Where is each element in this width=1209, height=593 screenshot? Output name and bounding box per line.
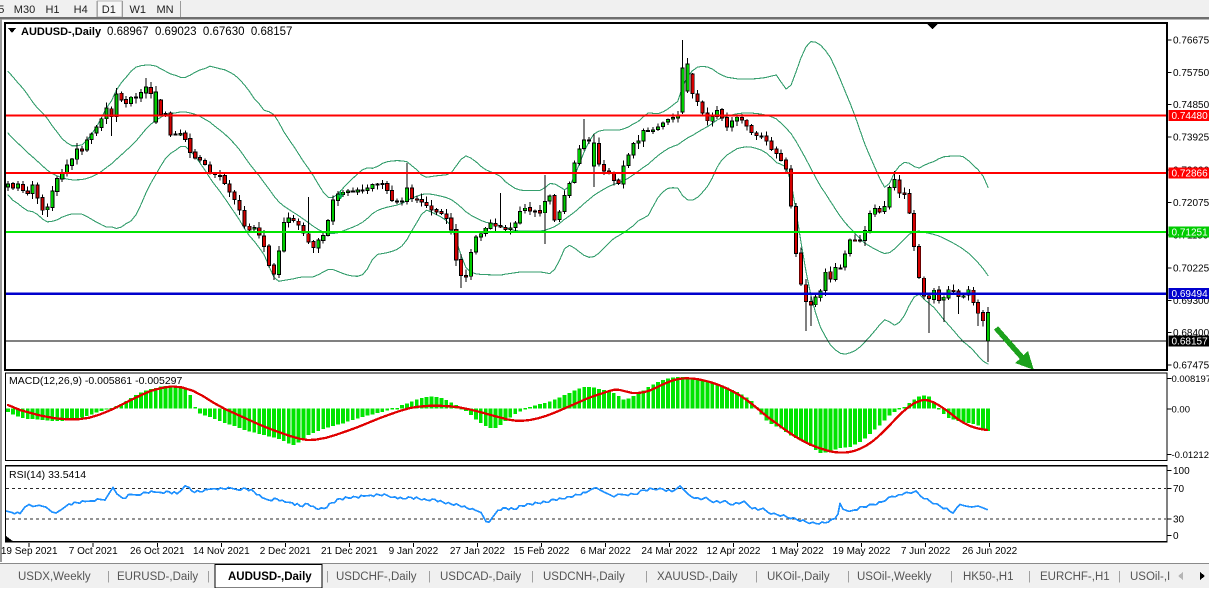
svg-text:D1: D1 [102,4,116,16]
svg-text:100: 100 [1173,466,1190,477]
svg-text:W1: W1 [129,4,146,16]
svg-text:AUDUSD-,Daily: AUDUSD-,Daily [21,26,102,38]
svg-text:0.68157: 0.68157 [1172,337,1209,348]
svg-text:12 Apr 2022: 12 Apr 2022 [707,546,761,557]
svg-text:USDCNH-,Daily: USDCNH-,Daily [543,571,625,583]
svg-text:0.72075: 0.72075 [1173,198,1209,209]
svg-text:0.72866: 0.72866 [1172,169,1209,180]
svg-text:|: | [847,571,850,583]
svg-text:AUDUSD-,Daily: AUDUSD-,Daily [228,571,312,583]
svg-text:9 Jan 2022: 9 Jan 2022 [389,546,439,557]
svg-text:0.76675: 0.76675 [1173,36,1209,47]
svg-text:7 Jun 2022: 7 Jun 2022 [901,546,951,557]
svg-text:|: | [326,571,329,583]
svg-text:USOil-,І: USOil-,І [1130,571,1170,583]
svg-text:|: | [645,571,648,583]
svg-text:0.68967 0.69023 0.67630 0.6: 0.68967 0.69023 0.67630 0.68157 [107,26,292,38]
svg-text:USDCAD-,Daily: USDCAD-,Daily [440,571,521,583]
svg-text:EURCHF-,H1: EURCHF-,H1 [1040,571,1110,583]
svg-text:30: 30 [1173,515,1185,526]
svg-text:0.71251: 0.71251 [1172,228,1209,239]
svg-text:RSI(14) 33.5414: RSI(14) 33.5414 [9,469,86,481]
svg-text:HK50-,H1: HK50-,H1 [963,571,1014,583]
svg-text:UKOil-,Daily: UKOil-,Daily [767,571,830,583]
svg-text:|: | [1118,571,1121,583]
svg-text:26 Oct 2021: 26 Oct 2021 [130,546,185,557]
svg-text:2 Dec 2021: 2 Dec 2021 [260,546,312,557]
svg-text:26 Jun 2022: 26 Jun 2022 [962,546,1017,557]
svg-text:15 Feb 2022: 15 Feb 2022 [513,546,570,557]
svg-text:6 Mar 2022: 6 Mar 2022 [580,546,631,557]
svg-text:7 Oct 2021: 7 Oct 2021 [69,546,118,557]
svg-text:24 Mar 2022: 24 Mar 2022 [641,546,698,557]
svg-text:H4: H4 [74,4,88,16]
svg-text:M15: M15 [0,4,4,16]
svg-text:|: | [107,571,110,583]
svg-text:0.00: 0.00 [1172,405,1191,416]
svg-text:MN: MN [156,4,173,16]
svg-text:0: 0 [1173,531,1179,542]
svg-text:M30: M30 [14,4,35,16]
svg-text:1 May 2022: 1 May 2022 [771,546,824,557]
svg-text:0.73925: 0.73925 [1173,133,1209,144]
svg-text:0.69494: 0.69494 [1172,289,1209,300]
svg-text:0.008197: 0.008197 [1172,374,1209,385]
svg-text:|: | [428,571,431,583]
svg-text:USDX,Weekly: USDX,Weekly [18,571,91,583]
svg-text:21 Dec 2021: 21 Dec 2021 [321,546,378,557]
svg-text:14 Nov 2021: 14 Nov 2021 [193,546,250,557]
svg-text:0.70225: 0.70225 [1173,263,1209,274]
svg-text:-0.012123: -0.012123 [1172,450,1209,461]
svg-text:USDCHF-,Daily: USDCHF-,Daily [336,571,417,583]
svg-text:0.67475: 0.67475 [1173,361,1209,372]
svg-text:XAUUSD-,Daily: XAUUSD-,Daily [657,571,738,583]
svg-text:0.75750: 0.75750 [1173,68,1209,79]
svg-text:MACD(12,26,9) -0.005861 -0.005: MACD(12,26,9) -0.005861 -0.005297 [9,375,183,387]
svg-text:USOil-,Weekly: USOil-,Weekly [857,571,932,583]
svg-text:27 Jan 2022: 27 Jan 2022 [450,546,505,557]
svg-text:|: | [531,571,534,583]
svg-text:EURUSD-,Daily: EURUSD-,Daily [117,571,198,583]
svg-text:0.74480: 0.74480 [1172,111,1209,122]
svg-text:70: 70 [1173,484,1185,495]
svg-text:|: | [1028,571,1031,583]
svg-text:|: | [207,571,210,583]
svg-text:19 Sep 2021: 19 Sep 2021 [1,546,58,557]
svg-text:|: | [755,571,758,583]
svg-text:H1: H1 [45,4,59,16]
svg-text:19 May 2022: 19 May 2022 [833,546,891,557]
svg-text:0.74850: 0.74850 [1173,100,1209,111]
svg-text:|: | [950,571,953,583]
